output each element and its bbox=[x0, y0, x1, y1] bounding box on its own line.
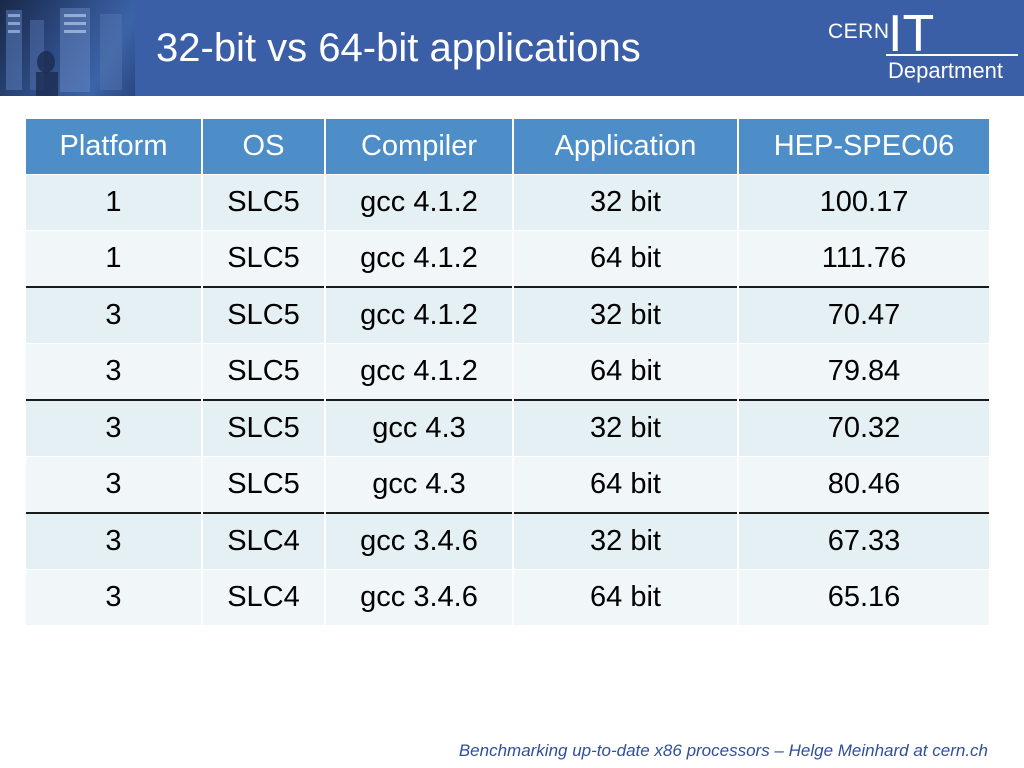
cell-platform: 3 bbox=[26, 399, 203, 457]
cell-application: 32 bit bbox=[513, 174, 739, 231]
cell-platform: 3 bbox=[26, 286, 203, 344]
cell-hep-spec06: 70.32 bbox=[738, 399, 989, 457]
cell-compiler: gcc 4.1.2 bbox=[325, 286, 514, 344]
header-compiler: Compiler bbox=[325, 119, 514, 175]
cell-compiler: gcc 4.1.2 bbox=[325, 343, 514, 400]
header-platform: Platform bbox=[26, 119, 203, 175]
cell-os: SLC5 bbox=[202, 230, 326, 287]
cell-compiler: gcc 4.1.2 bbox=[325, 174, 514, 231]
cell-os: SLC5 bbox=[202, 174, 326, 231]
cell-compiler: gcc 4.3 bbox=[325, 456, 514, 513]
table-row: 3 SLC4 gcc 3.4.6 64 bit 65.16 bbox=[26, 569, 989, 625]
cell-hep-spec06: 79.84 bbox=[738, 343, 989, 400]
cell-hep-spec06: 65.16 bbox=[738, 569, 989, 625]
header-application: Application bbox=[513, 119, 739, 175]
slide-title: 32-bit vs 64-bit applications bbox=[156, 26, 641, 70]
cell-compiler: gcc 3.4.6 bbox=[325, 512, 514, 570]
benchmark-table: Platform OS Compiler Application HEP-SPE… bbox=[26, 119, 989, 625]
cell-platform: 1 bbox=[26, 174, 203, 231]
table-row: 3 SLC5 gcc 4.1.2 64 bit 79.84 bbox=[26, 343, 989, 400]
cell-application: 64 bit bbox=[513, 456, 739, 513]
cell-application: 64 bit bbox=[513, 230, 739, 287]
logo-department-text: Department bbox=[888, 58, 1003, 83]
cell-hep-spec06: 80.46 bbox=[738, 456, 989, 513]
slide-footer: Benchmarking up-to-date x86 processors –… bbox=[458, 741, 988, 760]
slide-header: 32-bit vs 64-bit applications CERN IT De… bbox=[0, 0, 1024, 96]
table-row: 1 SLC5 gcc 4.1.2 64 bit 111.76 bbox=[26, 230, 989, 287]
header-photo bbox=[0, 0, 135, 96]
cell-os: SLC4 bbox=[202, 569, 326, 625]
cell-os: SLC5 bbox=[202, 399, 326, 457]
computer-room-photo-icon bbox=[6, 8, 122, 96]
cell-platform: 1 bbox=[26, 230, 203, 287]
cell-os: SLC5 bbox=[202, 286, 326, 344]
cell-platform: 3 bbox=[26, 569, 203, 625]
table-row: 3 SLC5 gcc 4.3 64 bit 80.46 bbox=[26, 456, 989, 513]
cell-platform: 3 bbox=[26, 343, 203, 400]
header-hep-spec06: HEP-SPEC06 bbox=[738, 119, 989, 175]
cell-compiler: gcc 3.4.6 bbox=[325, 569, 514, 625]
table-row: 1 SLC5 gcc 4.1.2 32 bit 100.17 bbox=[26, 174, 989, 231]
cell-hep-spec06: 67.33 bbox=[738, 512, 989, 570]
table-row: 3 SLC4 gcc 3.4.6 32 bit 67.33 bbox=[26, 512, 989, 570]
cell-application: 32 bit bbox=[513, 512, 739, 570]
table-row: 3 SLC5 gcc 4.3 32 bit 70.32 bbox=[26, 399, 989, 457]
cell-application: 32 bit bbox=[513, 286, 739, 344]
cell-application: 64 bit bbox=[513, 343, 739, 400]
cell-compiler: gcc 4.1.2 bbox=[325, 230, 514, 287]
cell-application: 32 bit bbox=[513, 399, 739, 457]
logo-divider bbox=[886, 54, 1018, 56]
cell-platform: 3 bbox=[26, 512, 203, 570]
cell-os: SLC4 bbox=[202, 512, 326, 570]
header-os: OS bbox=[202, 119, 326, 175]
cell-os: SLC5 bbox=[202, 456, 326, 513]
cell-hep-spec06: 100.17 bbox=[738, 174, 989, 231]
cell-compiler: gcc 4.3 bbox=[325, 399, 514, 457]
cell-hep-spec06: 70.47 bbox=[738, 286, 989, 344]
table-row: 3 SLC5 gcc 4.1.2 32 bit 70.47 bbox=[26, 286, 989, 344]
logo-it-text: IT bbox=[888, 5, 935, 63]
table-header-row: Platform OS Compiler Application HEP-SPE… bbox=[26, 119, 989, 175]
cell-os: SLC5 bbox=[202, 343, 326, 400]
cell-hep-spec06: 111.76 bbox=[738, 230, 989, 287]
cell-platform: 3 bbox=[26, 456, 203, 513]
cern-it-department-logo: CERN IT Department bbox=[820, 6, 1020, 92]
cell-application: 64 bit bbox=[513, 569, 739, 625]
logo-cern-text: CERN bbox=[828, 20, 890, 43]
